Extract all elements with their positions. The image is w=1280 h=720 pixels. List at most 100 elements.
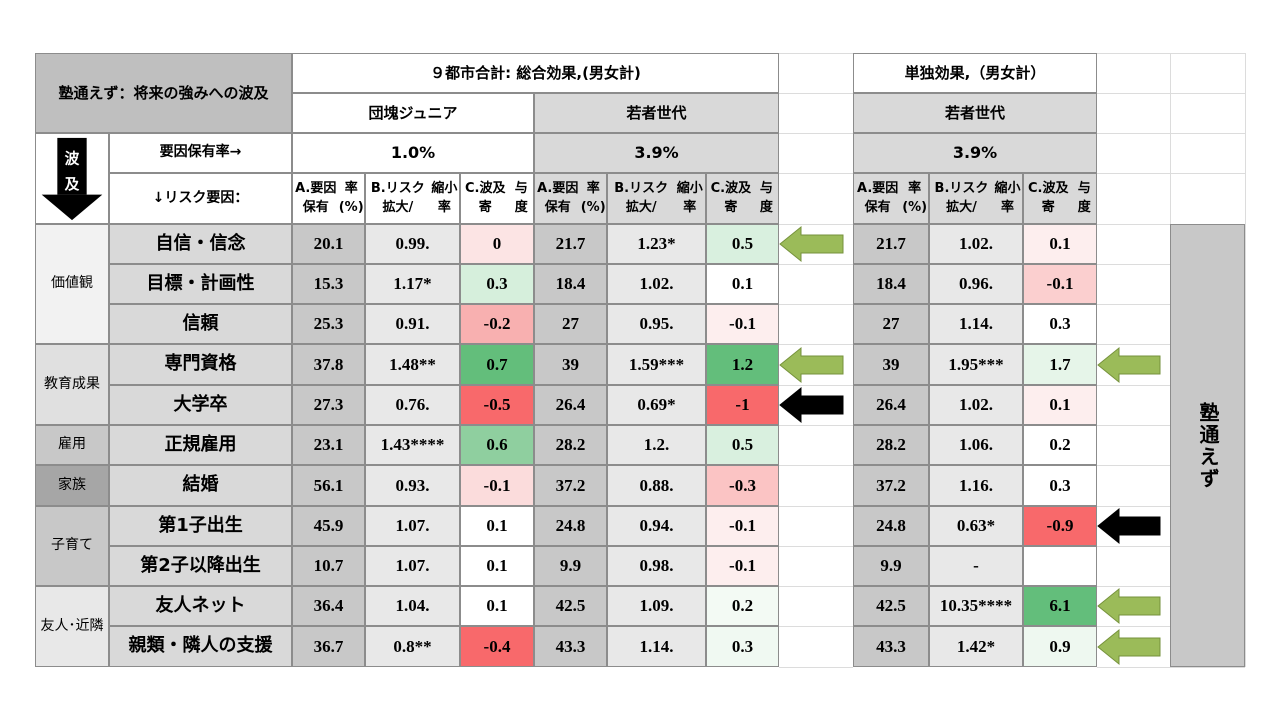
- grid-line: [779, 304, 853, 305]
- single-b-value: 1.02.: [929, 385, 1023, 425]
- dankai-a-value: 27.3: [292, 385, 365, 425]
- category-label: 価値観: [35, 224, 109, 344]
- rate-wakamono-right: 3.9%: [853, 133, 1097, 173]
- green-left-arrow-icon: [1097, 628, 1161, 665]
- grid-line: [779, 546, 853, 547]
- wakamono-a-value: 37.2: [534, 465, 607, 506]
- wakamono-a-value: 27: [534, 304, 607, 344]
- green-left-arrow-icon: [1097, 346, 1161, 383]
- wakamono-a-value: 39: [534, 344, 607, 385]
- dankai-c-value: -0.4: [460, 626, 534, 667]
- hakyu-char-2: 及: [65, 176, 80, 193]
- single-c-value: -0.1: [1023, 264, 1097, 304]
- dankai-b-value: 1.17*: [365, 264, 460, 304]
- dankai-a-value: 25.3: [292, 304, 365, 344]
- dankai-a-value: 23.1: [292, 425, 365, 465]
- rate-dankai: 1.0%: [292, 133, 534, 173]
- black-left-arrow-icon: [779, 386, 844, 424]
- down-arrow-icon: 波及: [41, 137, 103, 221]
- wakamono-c-value: 0.5: [706, 224, 779, 264]
- single-b-value: 1.02.: [929, 224, 1023, 264]
- dankai-c-value: 0.3: [460, 264, 534, 304]
- single-col-header-C: C.波及寄 与度: [1023, 173, 1097, 224]
- dankai-c-value: -0.5: [460, 385, 534, 425]
- wakamono-col-header-C: C.波及寄 与度: [706, 173, 779, 224]
- dankai-a-value: 10.7: [292, 546, 365, 586]
- wakamono-a-value: 26.4: [534, 385, 607, 425]
- wakamono-col-header-A: A.要因保有 率(%): [534, 173, 607, 224]
- dankai-b-value: 0.99.: [365, 224, 460, 264]
- dankai-a-value: 15.3: [292, 264, 365, 304]
- single-c-value: 1.7: [1023, 344, 1097, 385]
- dankai-a-value: 20.1: [292, 224, 365, 264]
- wakamono-a-value: 28.2: [534, 425, 607, 465]
- grid-line: [1097, 173, 1245, 174]
- wakamono-c-value: -0.1: [706, 506, 779, 546]
- dankai-b-value: 0.76.: [365, 385, 460, 425]
- grid-line: [779, 264, 853, 265]
- category-label: 教育成果: [35, 344, 109, 425]
- wakamono-b-value: 1.59***: [607, 344, 706, 385]
- wakamono-c-value: 0.1: [706, 264, 779, 304]
- grid-line: [1097, 53, 1245, 54]
- side-label: 塾通えず: [1170, 224, 1245, 667]
- group-header-single: 単独効果,（男女計）: [853, 53, 1097, 93]
- single-a-value: 18.4: [853, 264, 929, 304]
- subheader-wakamono-right: 若者世代: [853, 93, 1097, 133]
- single-b-value: 0.96.: [929, 264, 1023, 304]
- wakamono-b-value: 0.98.: [607, 546, 706, 586]
- black-left-arrow-icon: [1097, 507, 1161, 545]
- risk-item-label: 結婚: [109, 465, 292, 506]
- wakamono-b-value: 1.2.: [607, 425, 706, 465]
- wakamono-c-value: 0.5: [706, 425, 779, 465]
- risk-item-label: 自信・信念: [109, 224, 292, 264]
- wakamono-b-value: 1.09.: [607, 586, 706, 626]
- single-b-value: -: [929, 546, 1023, 586]
- rate-wakamono: 3.9%: [534, 133, 779, 173]
- dankai-col-header-C: C.波及寄 与度: [460, 173, 534, 224]
- single-a-value: 28.2: [853, 425, 929, 465]
- single-a-value: 37.2: [853, 465, 929, 506]
- single-a-value: 39: [853, 344, 929, 385]
- dankai-a-value: 37.8: [292, 344, 365, 385]
- grid-line: [779, 626, 853, 627]
- page-title: 塾通えず：将来の強みへの波及: [35, 53, 292, 133]
- wakamono-col-header-B: B.リスク拡大/縮小率: [607, 173, 706, 224]
- wakamono-a-value: 24.8: [534, 506, 607, 546]
- single-a-value: 24.8: [853, 506, 929, 546]
- wakamono-c-value: -1: [706, 385, 779, 425]
- grid-line: [779, 506, 853, 507]
- grid-line: [779, 586, 853, 587]
- dankai-col-header-A: A.要因保有 率(%): [292, 173, 365, 224]
- grid-line: [779, 344, 853, 345]
- wakamono-c-value: -0.1: [706, 546, 779, 586]
- single-b-value: 1.06.: [929, 425, 1023, 465]
- grid-line: [779, 133, 853, 134]
- single-a-value: 43.3: [853, 626, 929, 667]
- green-left-arrow-icon: [1097, 587, 1161, 625]
- wakamono-a-value: 9.9: [534, 546, 607, 586]
- wakamono-b-value: 0.94.: [607, 506, 706, 546]
- wakamono-c-value: -0.3: [706, 465, 779, 506]
- risk-item-label: 大学卒: [109, 385, 292, 425]
- dankai-a-value: 36.7: [292, 626, 365, 667]
- single-b-value: 10.35****: [929, 586, 1023, 626]
- dankai-b-value: 1.48**: [365, 344, 460, 385]
- wakamono-b-value: 1.14.: [607, 626, 706, 667]
- wakamono-c-value: 0.2: [706, 586, 779, 626]
- single-c-value: 0.9: [1023, 626, 1097, 667]
- dankai-b-value: 1.07.: [365, 546, 460, 586]
- single-a-value: 26.4: [853, 385, 929, 425]
- risk-item-label: 友人ネット: [109, 586, 292, 626]
- factor-rate-label: 要因保有率→: [109, 133, 292, 173]
- dankai-c-value: 0.7: [460, 344, 534, 385]
- dankai-b-value: 0.93.: [365, 465, 460, 506]
- dankai-a-value: 36.4: [292, 586, 365, 626]
- single-b-value: 1.16.: [929, 465, 1023, 506]
- dankai-c-value: 0.1: [460, 506, 534, 546]
- single-c-value: 0.1: [1023, 224, 1097, 264]
- single-c-value: 0.2: [1023, 425, 1097, 465]
- grid-line: [779, 425, 853, 426]
- hakyu-arrow-cell: 波及: [35, 133, 109, 224]
- wakamono-b-value: 1.02.: [607, 264, 706, 304]
